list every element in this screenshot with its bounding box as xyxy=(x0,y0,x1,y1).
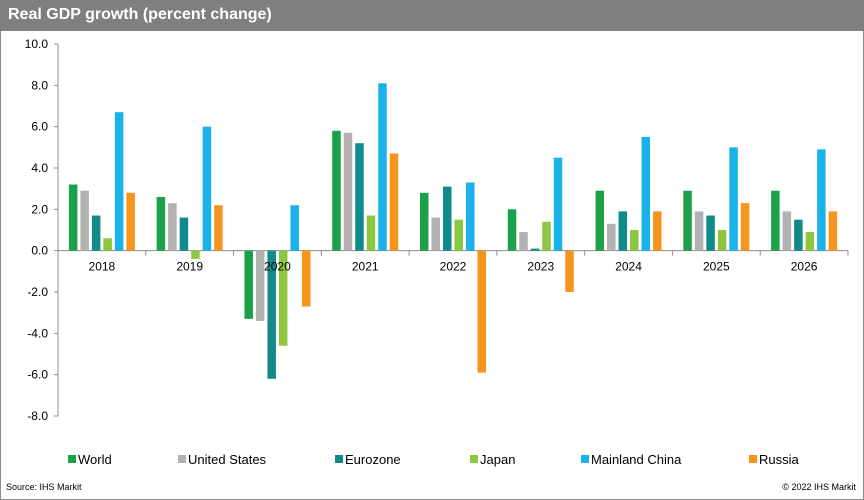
bar xyxy=(794,219,803,251)
bar xyxy=(782,211,792,251)
bar xyxy=(454,219,463,251)
bar xyxy=(507,209,517,251)
bar xyxy=(817,149,826,251)
bar xyxy=(156,196,166,251)
source-note: Source: IHS Markit xyxy=(6,482,82,492)
bar xyxy=(420,192,429,251)
bar xyxy=(68,184,78,251)
bar xyxy=(565,250,574,292)
title-bar: Real GDP growth (percent change) xyxy=(0,0,864,31)
bar xyxy=(530,248,540,251)
bar xyxy=(607,223,616,251)
bar xyxy=(290,205,299,251)
bar xyxy=(179,217,189,251)
bar xyxy=(443,186,452,251)
x-tick-label: 2021 xyxy=(352,260,379,274)
legend-swatch xyxy=(68,455,76,463)
bar xyxy=(477,250,486,373)
y-tick-label: 6.0 xyxy=(31,120,48,134)
bar xyxy=(191,250,200,259)
y-tick-label: 0.0 xyxy=(31,244,48,258)
x-tick-label: 2023 xyxy=(527,260,554,274)
x-tick-label: 2019 xyxy=(176,260,203,274)
copyright-note: © 2022 IHS Markit xyxy=(782,482,856,492)
bar xyxy=(828,211,838,251)
bar xyxy=(641,137,651,251)
bar xyxy=(683,190,692,251)
bar xyxy=(553,157,563,251)
legend-label: Eurozone xyxy=(345,452,401,467)
legend-label: World xyxy=(78,452,112,467)
x-tick-label: 2026 xyxy=(791,260,818,274)
bar xyxy=(466,182,475,251)
y-tick-label: -2.0 xyxy=(27,285,48,299)
y-tick-label: 2.0 xyxy=(31,202,48,216)
x-tick-label: 2018 xyxy=(89,260,116,274)
bar xyxy=(378,83,387,251)
bar xyxy=(244,250,253,319)
bar xyxy=(168,203,177,251)
bar xyxy=(630,230,639,251)
y-tick-label: -4.0 xyxy=(27,326,48,340)
bar xyxy=(771,190,780,251)
y-tick-label: 10.0 xyxy=(25,37,49,51)
bar xyxy=(202,126,212,251)
legend-label: Mainland China xyxy=(591,452,682,467)
y-tick-label: -6.0 xyxy=(27,368,48,382)
bar xyxy=(694,211,704,251)
chart-title: Real GDP growth (percent change) xyxy=(8,6,272,23)
bar xyxy=(519,232,528,251)
bar xyxy=(740,203,750,251)
legend-swatch xyxy=(335,455,343,463)
y-tick-label: 8.0 xyxy=(31,78,48,92)
legend-swatch xyxy=(749,455,757,463)
bar xyxy=(595,190,605,251)
legend-swatch xyxy=(581,455,589,463)
bar xyxy=(332,130,341,251)
bar xyxy=(80,190,89,251)
x-tick-label: 2020 xyxy=(264,260,291,274)
legend-label: Russia xyxy=(759,452,800,467)
y-tick-label: -8.0 xyxy=(27,409,48,423)
bar xyxy=(343,132,353,251)
bar xyxy=(255,250,265,321)
bar xyxy=(717,230,727,251)
legend-label: Japan xyxy=(480,452,515,467)
bar xyxy=(91,215,101,251)
x-tick-label: 2024 xyxy=(615,260,642,274)
y-tick-label: 4.0 xyxy=(31,161,48,175)
bar xyxy=(267,250,276,379)
x-tick-label: 2025 xyxy=(703,260,730,274)
bar xyxy=(278,250,288,346)
legend-swatch xyxy=(178,455,186,463)
bar xyxy=(653,211,662,251)
bar xyxy=(729,147,738,251)
bar xyxy=(389,153,399,251)
bar xyxy=(706,215,715,251)
bar xyxy=(301,250,311,307)
bar xyxy=(103,238,112,251)
bar xyxy=(126,192,135,251)
legend-label: United States xyxy=(188,452,267,467)
bar xyxy=(805,232,815,251)
bar xyxy=(366,215,376,251)
bar xyxy=(355,143,364,251)
legend-swatch xyxy=(470,455,478,463)
bar xyxy=(214,205,223,251)
bar xyxy=(542,221,551,251)
bar xyxy=(431,217,440,251)
bar xyxy=(114,112,124,251)
x-tick-label: 2022 xyxy=(440,260,467,274)
bar xyxy=(618,211,628,251)
